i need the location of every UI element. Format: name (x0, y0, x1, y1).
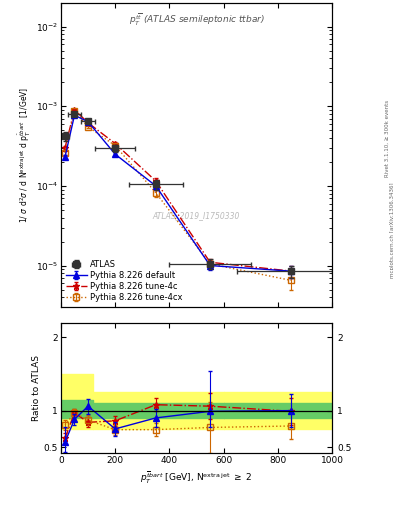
Legend: ATLAS, Pythia 8.226 default, Pythia 8.226 tune-4c, Pythia 8.226 tune-4cx: ATLAS, Pythia 8.226 default, Pythia 8.22… (64, 258, 184, 304)
Y-axis label: 1/ $\sigma$ d$^2\sigma$ / d N$^{\rm extra\,jet}$ d p$_T^{\bar{t}bar{t}}$  [1/GeV: 1/ $\sigma$ d$^2\sigma$ / d N$^{\rm extr… (17, 87, 33, 223)
Text: ATLAS_2019_I1750330: ATLAS_2019_I1750330 (153, 211, 240, 220)
Text: Rivet 3.1.10, ≥ 300k events: Rivet 3.1.10, ≥ 300k events (385, 100, 389, 177)
X-axis label: $p_T^{\overline{t}bar{t}}$ [GeV], N$^{\rm extra\,jet}$ $\geq$ 2: $p_T^{\overline{t}bar{t}}$ [GeV], N$^{\r… (140, 469, 253, 485)
Text: mcplots.cern.ch [arXiv:1306.3436]: mcplots.cern.ch [arXiv:1306.3436] (390, 183, 393, 278)
Text: $p_T^{t\overline{t}}$ (ATLAS semileptonic ttbar): $p_T^{t\overline{t}}$ (ATLAS semileptoni… (129, 12, 264, 28)
Y-axis label: Ratio to ATLAS: Ratio to ATLAS (32, 355, 41, 421)
